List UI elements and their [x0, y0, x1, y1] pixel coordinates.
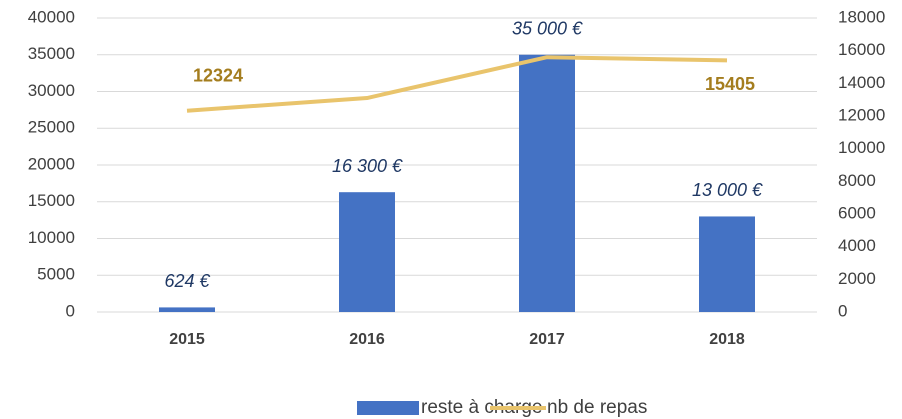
y-tick-label: 40000: [28, 7, 75, 26]
bar: [699, 216, 755, 312]
bar: [519, 54, 575, 312]
y2-tick-label: 14000: [838, 73, 885, 92]
legend-label: nb de repas: [547, 397, 647, 418]
y-tick-label: 15000: [28, 191, 75, 210]
y-tick-label: 20000: [28, 154, 75, 173]
y-tick-label: 10000: [28, 228, 75, 247]
y-tick-label: 35000: [28, 44, 75, 63]
y-tick-label: 30000: [28, 81, 75, 100]
data-label: 624 €: [164, 271, 210, 291]
data-label: 15405: [705, 74, 755, 94]
bar: [339, 192, 395, 312]
y2-tick-label: 0: [838, 301, 847, 320]
y2-tick-label: 8000: [838, 171, 876, 190]
data-label: 12324: [193, 65, 243, 85]
legend-swatch: [357, 401, 419, 415]
x-tick-label: 2017: [529, 331, 565, 348]
legend-label: reste à charge: [421, 397, 542, 418]
y2-tick-label: 10000: [838, 138, 885, 157]
y-tick-label: 0: [66, 301, 75, 320]
data-label: 16 300 €: [332, 156, 403, 176]
data-label: 13 000 €: [692, 180, 763, 200]
x-tick-label: 2015: [169, 331, 205, 348]
y2-tick-label: 4000: [838, 236, 876, 255]
y2-tick-label: 16000: [838, 40, 885, 59]
y2-tick-label: 18000: [838, 7, 885, 26]
y-tick-label: 25000: [28, 118, 75, 137]
y2-tick-label: 12000: [838, 105, 885, 124]
y-tick-label: 5000: [37, 265, 75, 284]
y2-tick-label: 6000: [838, 203, 876, 222]
line: [186, 55, 728, 113]
x-tick-label: 2018: [709, 331, 745, 348]
x-tick-label: 2016: [349, 331, 385, 348]
bar: [159, 307, 215, 312]
y2-tick-label: 2000: [838, 269, 876, 288]
data-label: 35 000 €: [512, 19, 583, 39]
